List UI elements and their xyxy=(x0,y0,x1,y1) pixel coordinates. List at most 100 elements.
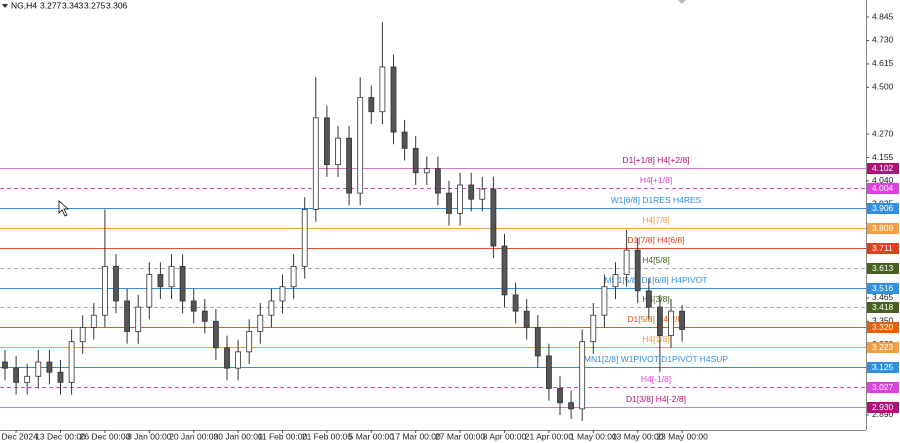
y-tick-label: 4.270 xyxy=(872,128,894,138)
y-tick-label: 4.845 xyxy=(872,11,894,21)
candle-body xyxy=(24,375,31,383)
x-tick-label: 5 Mar 00:00 xyxy=(349,431,395,441)
candle-body xyxy=(434,168,441,194)
price-tag xyxy=(867,223,899,234)
candle-body xyxy=(601,286,608,316)
candle-body xyxy=(590,314,597,343)
level-label: H4[7/8] xyxy=(642,215,669,225)
x-tick-label: 11 Feb 00:00 xyxy=(258,431,308,441)
x-tick-label: 21 Apr 00:00 xyxy=(525,431,573,441)
header-close: 3.306 xyxy=(106,0,128,10)
price-tag xyxy=(867,322,899,333)
candle-body xyxy=(679,310,685,330)
candle-body xyxy=(124,300,130,332)
price-tag-label: 3.809 xyxy=(872,223,894,233)
candle-body xyxy=(468,184,475,200)
level-label: MN1[5/8] D1[6/8] H4PIVOT xyxy=(605,275,708,285)
x-tick-label: 17 Mar 00:00 xyxy=(391,431,441,441)
candle-body xyxy=(79,327,86,343)
y-tick-label: 3.465 xyxy=(872,292,894,302)
y-tick-label: 2.890 xyxy=(872,409,894,419)
candle-body xyxy=(323,117,330,166)
symbol-menu-arrow[interactable] xyxy=(2,4,8,8)
mouse-cursor xyxy=(58,200,70,217)
candle-body xyxy=(57,371,64,383)
x-tick-label: 26 Dec 00:00 xyxy=(80,431,131,441)
candle-body xyxy=(268,300,275,316)
x-tick-label: 21 Feb 00:00 xyxy=(302,431,352,441)
candle-body xyxy=(512,294,519,312)
candle-body xyxy=(290,265,297,288)
price-tag xyxy=(867,263,899,274)
candle-body xyxy=(568,402,574,410)
scroll-marker xyxy=(678,0,686,4)
level-label: MN1[2/8] W1PIVOT D1PIVOT H4SUP xyxy=(584,354,729,364)
candle-body xyxy=(357,97,364,194)
price-tag-label: 3.223 xyxy=(872,342,894,352)
y-tick-label: 4.500 xyxy=(872,82,894,92)
candle-body xyxy=(379,66,386,113)
x-tick-label: 23 May 00:00 xyxy=(656,431,708,441)
candle-body xyxy=(423,168,430,174)
candle-body xyxy=(579,341,586,410)
level-label: H4[-1/8] xyxy=(641,374,671,384)
candle-body xyxy=(212,320,219,349)
price-tag-label: 3.711 xyxy=(872,243,893,253)
candle-body xyxy=(446,192,452,214)
header-high: 3.343 xyxy=(62,0,84,10)
x-tick-label: 30 Jan 00:00 xyxy=(214,431,263,441)
level-label: H4[5/8] xyxy=(642,255,669,265)
candle-body xyxy=(645,290,652,308)
level-label: W1[6/8] D1RES H4RES xyxy=(611,195,702,205)
price-tag xyxy=(867,342,899,353)
x-tick-label: 20 Jan 00:00 xyxy=(169,431,218,441)
x-tick-label: 8 Jan 00:00 xyxy=(127,431,172,441)
candle-body xyxy=(612,274,619,288)
candle-body xyxy=(457,184,464,214)
candle-body xyxy=(501,245,508,296)
level-label: D1[7/8] H4[6/8] xyxy=(627,235,684,245)
candle-body xyxy=(35,361,42,377)
price-tag-label: 3.125 xyxy=(872,362,894,372)
price-tag-label: 4.102 xyxy=(872,163,894,173)
candle-body xyxy=(634,249,641,292)
candle-body xyxy=(90,314,97,328)
y-tick-label: 3.350 xyxy=(872,316,894,326)
candle-body xyxy=(279,286,286,302)
price-tag xyxy=(867,382,899,393)
price-tag xyxy=(867,283,899,294)
y-tick-label: 4.615 xyxy=(872,58,894,68)
level-label: H4[+1/8] xyxy=(640,175,672,185)
candle-body xyxy=(224,347,230,369)
header-low: 3.275 xyxy=(84,0,106,10)
candle-body xyxy=(102,265,108,316)
candle-body xyxy=(412,147,419,174)
candle-body xyxy=(534,327,541,357)
candle-body xyxy=(246,331,253,353)
price-tag xyxy=(867,302,899,313)
candle-body xyxy=(657,306,663,336)
candle-body xyxy=(113,265,119,302)
y-tick-label: 4.730 xyxy=(872,35,894,45)
y-tick-label: 4.040 xyxy=(872,175,894,185)
price-tag-label: 2.930 xyxy=(872,402,894,412)
candle-body xyxy=(146,274,153,308)
candle-body xyxy=(135,306,142,332)
x-tick-label: 1 May 00:00 xyxy=(570,431,617,441)
candle-body xyxy=(335,137,341,166)
candle-body xyxy=(312,117,319,210)
candle-body xyxy=(368,97,375,113)
x-tick-label: 8 Apr 00:00 xyxy=(483,431,527,441)
candle-body xyxy=(523,310,530,328)
price-tag xyxy=(867,362,899,373)
candle-body xyxy=(235,351,242,369)
level-label: H4[1/8] xyxy=(642,334,669,344)
x-tick-label: 3 Dec 2024 xyxy=(0,431,38,441)
candle-body xyxy=(157,274,164,288)
level-label: H4[3/8] xyxy=(642,294,669,304)
candle-body xyxy=(46,361,53,373)
x-tick-label: 13 May 00:00 xyxy=(612,431,664,441)
candle-body xyxy=(201,310,208,322)
